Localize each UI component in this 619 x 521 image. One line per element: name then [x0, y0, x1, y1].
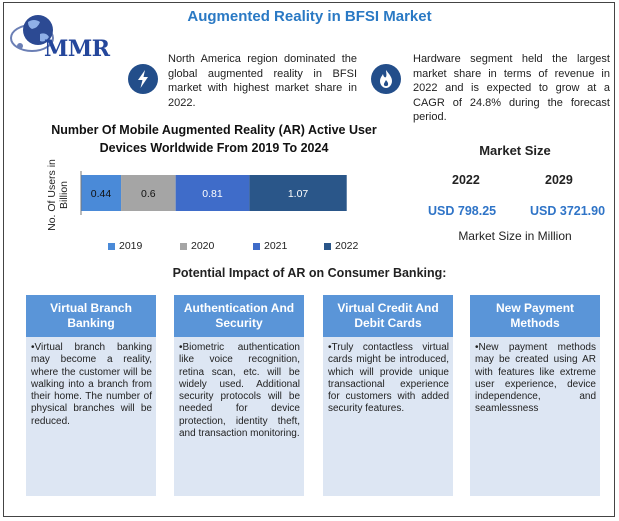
card-body: •New payment methods may be created usin…	[475, 342, 596, 415]
card-new-payment-methods: New Payment Methods •New payment methods…	[470, 295, 600, 496]
legend-item-2020: 2020	[180, 240, 214, 252]
card-title: Virtual Credit And Debit Cards	[323, 295, 453, 337]
card-title: New Payment Methods	[470, 295, 600, 337]
page-title: Augmented Reality in BFSI Market	[187, 8, 432, 25]
bar-segment-2019	[81, 175, 122, 211]
market-size-title: Market Size	[479, 143, 551, 158]
legend-swatch	[108, 242, 115, 250]
market-year-2022: 2022	[452, 173, 480, 187]
data-label-2020: 0.6	[141, 188, 156, 200]
card-body: •Biometric authentication like voice rec…	[179, 342, 300, 440]
legend-item-2021: 2021	[253, 240, 287, 252]
fact-north-america: North America region dominated the globa…	[168, 53, 357, 109]
market-value-2029: USD 3721.90	[530, 204, 606, 218]
legend-item-2022: 2022	[324, 240, 358, 252]
chart-title: Number Of Mobile Augmented Reality (AR) …	[51, 123, 377, 155]
bar-segment-2022	[249, 175, 347, 211]
mmr-logo: MMR	[10, 10, 122, 62]
legend-item-2019: 2019	[108, 240, 142, 252]
bar-segment-2020	[121, 175, 176, 211]
card-title: Authentication And Security	[174, 295, 304, 337]
data-label-2022: 1.07	[288, 188, 309, 200]
flame-icon	[371, 64, 401, 94]
card-virtual-cards: Virtual Credit And Debit Cards •Truly co…	[323, 295, 453, 496]
card-virtual-branch-banking: Virtual Branch Banking •Virtual branch b…	[26, 295, 156, 496]
fact-hardware: Hardware segment held the largest market…	[413, 53, 610, 123]
card-body: •Truly contactless virtual cards might b…	[328, 342, 449, 415]
legend-swatch	[253, 242, 260, 250]
chart-legend: 2019 2020 2021 2022	[108, 240, 378, 254]
card-body: •Virtual branch banking may become a rea…	[31, 342, 152, 427]
card-title: Virtual Branch Banking	[26, 295, 156, 337]
market-value-2022: USD 798.25	[428, 204, 497, 218]
data-label-2019: 0.44	[91, 188, 112, 200]
legend-swatch	[180, 242, 187, 250]
market-year-2029: 2029	[545, 173, 573, 187]
bar-segment-2021	[175, 175, 250, 211]
impact-title: Potential Impact of AR on Consumer Banki…	[172, 266, 447, 280]
logo-text: MMR	[44, 36, 110, 62]
card-authentication-security: Authentication And Security •Biometric a…	[174, 295, 304, 496]
market-size-unit: Market Size in Million	[458, 229, 572, 243]
lightning-icon	[128, 64, 158, 94]
globe-icon	[10, 15, 54, 52]
infographic-frame	[3, 2, 615, 517]
legend-swatch	[324, 242, 331, 250]
data-label-2021: 0.81	[202, 188, 223, 200]
